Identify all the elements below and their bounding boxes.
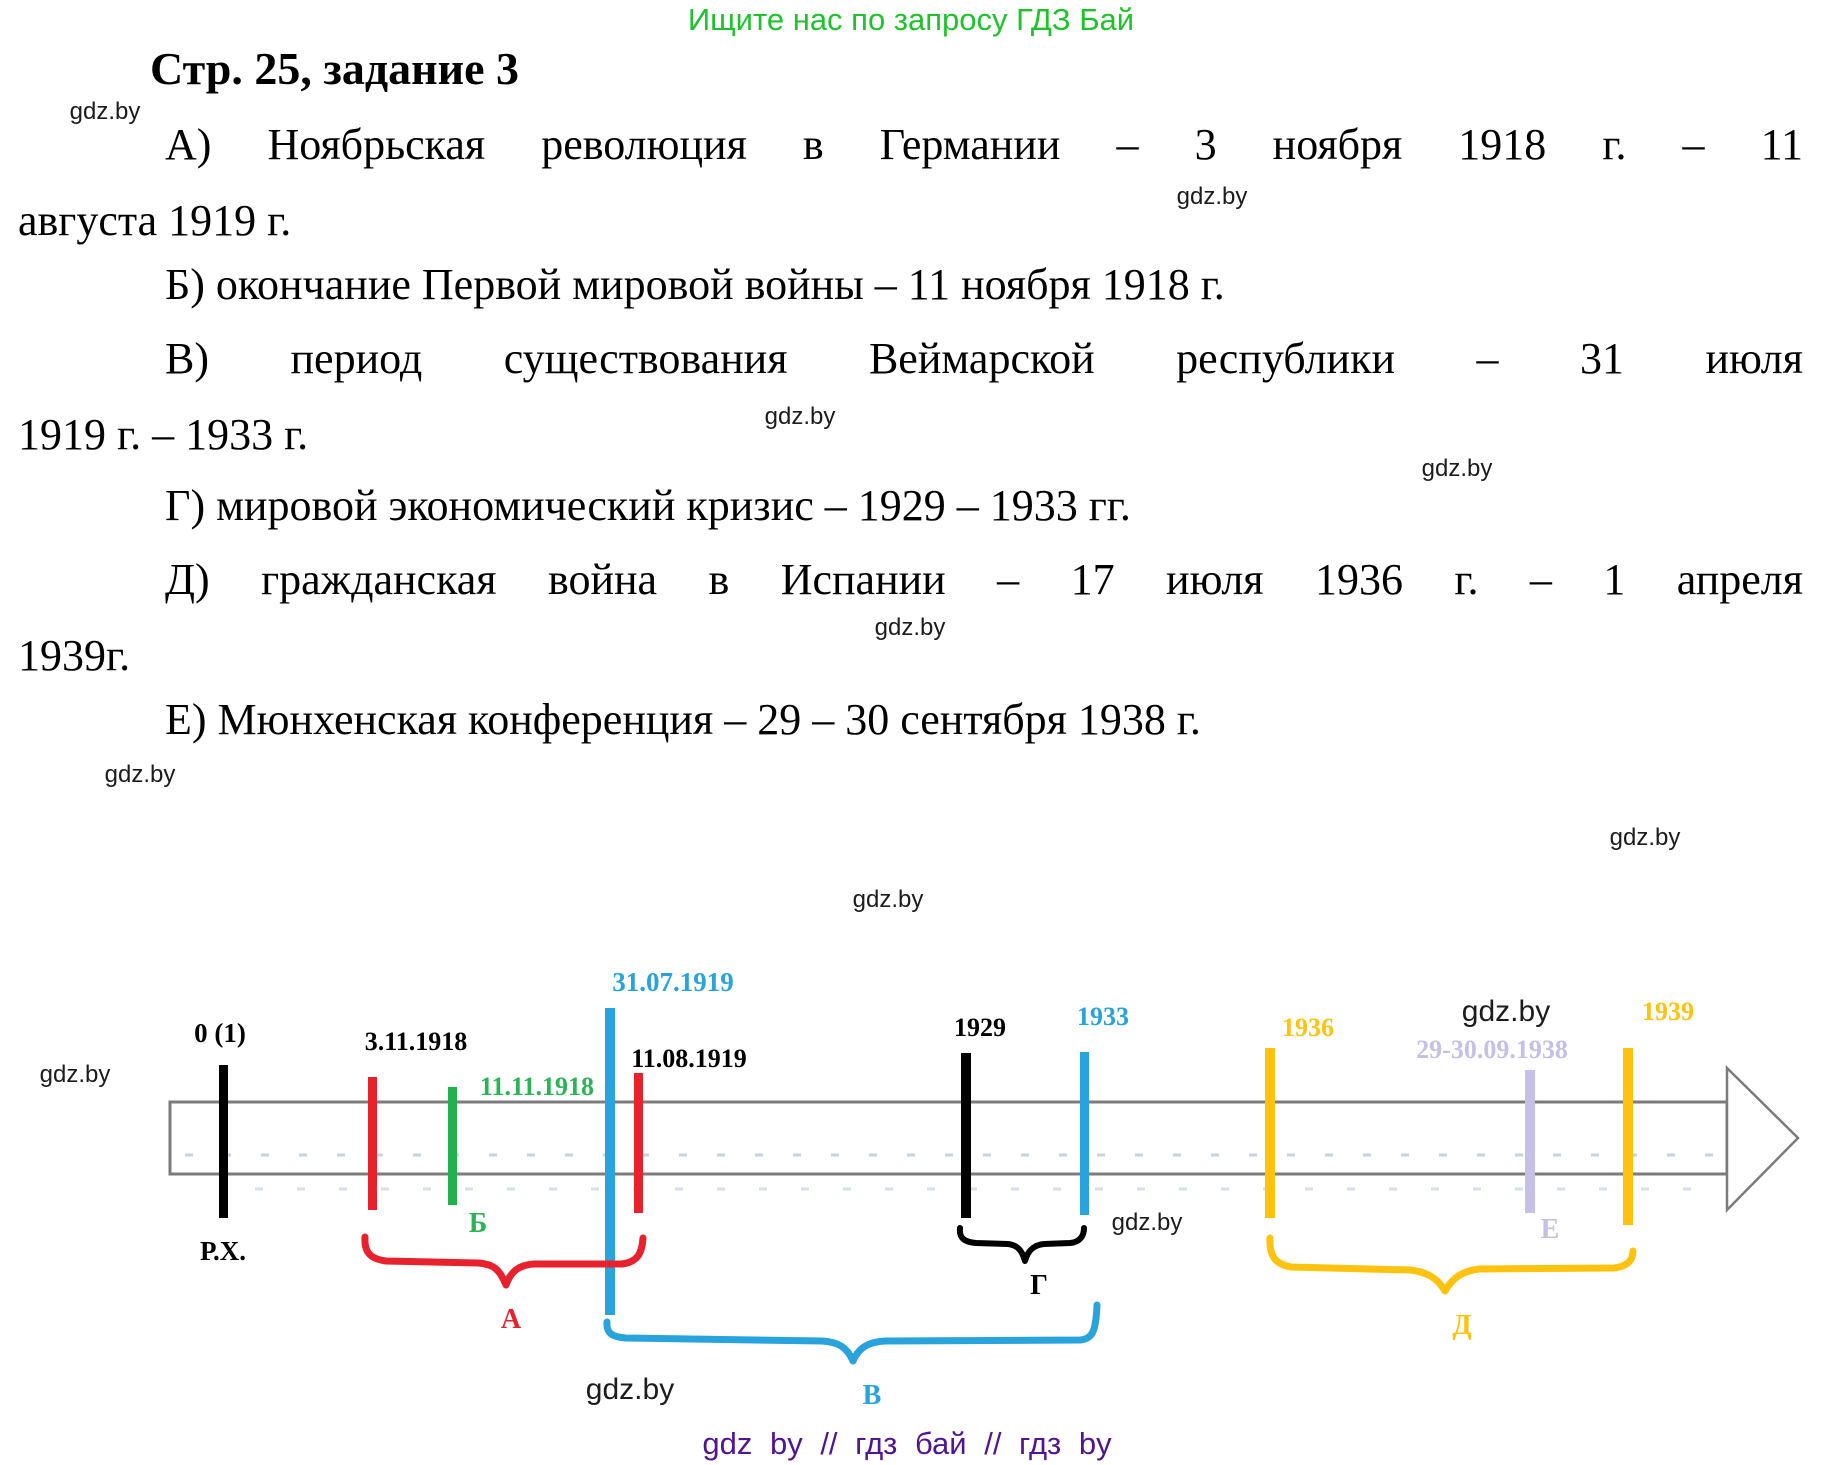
label-1939: 1939 [1642, 997, 1694, 1026]
watermark: gdz.by [852, 886, 924, 913]
label-1933: 1933 [1077, 1002, 1129, 1031]
footer-watermark-line: gdz by // гдз бай // гдз by [702, 1426, 1112, 1461]
period-letter-v: В [862, 1380, 882, 1411]
label-11-08-1919: 11.08.1919 [631, 1044, 747, 1073]
label-31-07-1919: 31.07.1919 [612, 967, 734, 997]
watermark: gdz.by [39, 1061, 111, 1088]
tick-29-30-09-1938 [1525, 1070, 1535, 1213]
tick-1936 [1265, 1048, 1275, 1218]
tick-1939 [1623, 1048, 1633, 1225]
watermark: gdz.by [874, 614, 946, 641]
brace-period-v [603, 1301, 1101, 1365]
promo-banner: Ищите нас по запросу ГДЗ Бай [687, 2, 1135, 37]
period-letter-g: Г [1030, 1270, 1048, 1301]
tick-11-08-1919 [634, 1073, 643, 1213]
label-zero: 0 (1) [194, 1018, 246, 1048]
timeline-band [168, 1100, 1729, 1176]
label-3-11-1918: 3.11.1918 [364, 1027, 468, 1056]
watermark: gdz.by [585, 1373, 675, 1406]
tick-birth-of-christ [219, 1065, 228, 1218]
answer-line-a-1: А) Ноябрьская революция в Германии – 3 н… [165, 120, 1803, 169]
period-letter-e: Е [1540, 1214, 1560, 1245]
tick-31-07-1919 [605, 1008, 615, 1315]
answer-line-d-2: 1939г. [18, 631, 131, 680]
page-title: Стр. 25, задание 3 [150, 43, 520, 94]
answer-line-d-1: Д) гражданская война в Испании – 17 июля… [165, 555, 1803, 604]
label-29-30-09-1938: 29-30.09.1938 [1416, 1035, 1568, 1064]
answer-line-v-2: 1919 г. – 1933 г. [18, 410, 309, 459]
answer-line-e: Е) Мюнхенская конференция – 29 – 30 сент… [165, 695, 1201, 744]
period-letter-d: Д [1452, 1310, 1472, 1341]
watermark: gdz.by [1176, 183, 1248, 210]
tick-1933 [1080, 1052, 1089, 1215]
watermark: gdz.by [1421, 455, 1493, 482]
label-11-11-1918: 11.11.1918 [479, 1072, 595, 1101]
answer-line-v-1: В) период существования Веймарской респу… [165, 334, 1803, 383]
brace-period-d [1266, 1234, 1637, 1295]
tick-3-11-1918 [368, 1077, 377, 1210]
timeline-arrowhead [1725, 1065, 1800, 1214]
label-birth-of-christ: Р.Х. [199, 1236, 247, 1266]
answer-line-g: Г) мировой экономический кризис – 1929 –… [165, 481, 1131, 530]
brace-period-g [956, 1225, 1087, 1264]
watermark: gdz.by [1461, 995, 1551, 1028]
brace-period-a [361, 1233, 647, 1289]
label-1936: 1936 [1282, 1013, 1334, 1042]
tick-11-11-1918 [448, 1087, 457, 1205]
period-letter-a: А [500, 1304, 522, 1335]
watermark: gdz.by [764, 403, 836, 430]
watermark: gdz.by [1609, 824, 1681, 851]
tick-1929 [961, 1053, 971, 1218]
label-1929: 1929 [954, 1013, 1006, 1042]
answer-line-a-2: августа 1919 г. [18, 196, 292, 245]
period-letter-b: Б [468, 1208, 488, 1239]
answer-line-b: Б) окончание Первой мировой войны – 11 н… [165, 260, 1225, 309]
watermark: gdz.by [104, 761, 176, 788]
watermark: gdz.by [69, 98, 141, 125]
watermark: gdz.by [1111, 1209, 1183, 1236]
